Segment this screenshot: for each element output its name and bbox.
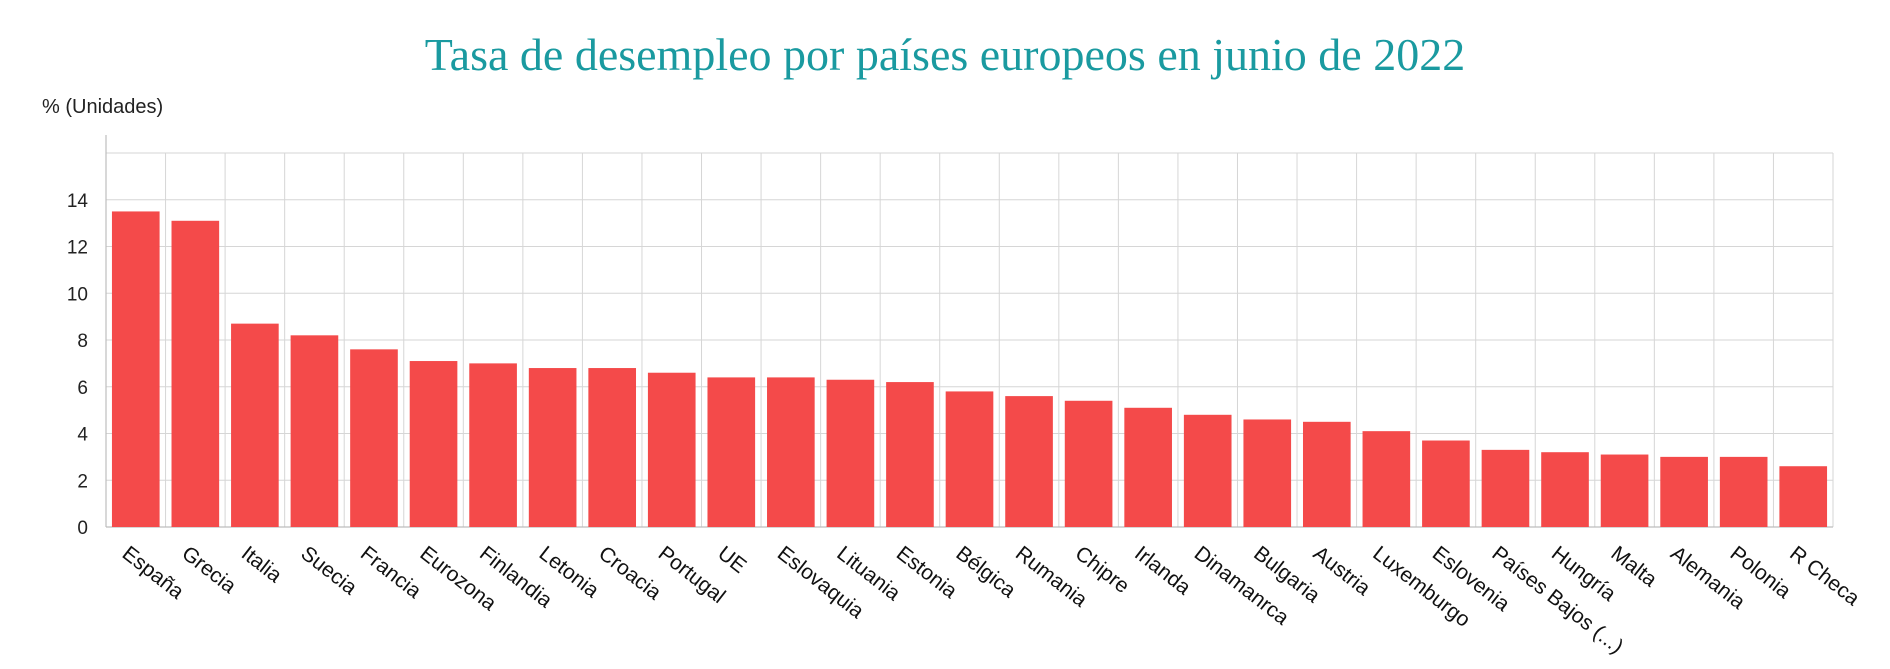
bar (171, 220, 220, 527)
bar (826, 379, 875, 527)
bar (1064, 400, 1113, 527)
bar (290, 335, 339, 527)
bar (1481, 449, 1530, 527)
bar (350, 349, 398, 527)
x-category-label: Bélgica (952, 542, 1021, 603)
chart-title: Tasa de desempleo por países europeos en… (424, 29, 1466, 80)
y-tick-label: 12 (67, 238, 88, 259)
y-tick-label: 10 (67, 284, 88, 305)
bar (886, 382, 934, 527)
bar (409, 361, 458, 527)
y-tick-labels: 0 2 4 6 8 10 12 14 (67, 191, 89, 539)
y-tick-label: 2 (77, 471, 88, 492)
x-category-label: Irlanda (1130, 542, 1195, 600)
bar (111, 211, 160, 527)
bar (767, 377, 815, 527)
bar (1302, 421, 1351, 527)
bar (1719, 456, 1768, 527)
bar (588, 368, 637, 527)
bar (707, 377, 756, 527)
x-category-label: Estonia (892, 542, 962, 603)
bar (945, 391, 994, 527)
bar (1005, 396, 1053, 527)
bar (1243, 419, 1292, 527)
bar (1660, 456, 1708, 527)
bar (1541, 452, 1589, 527)
y-axis-label: % (Unidades) (42, 96, 164, 118)
bar (647, 372, 696, 527)
bar (1183, 414, 1232, 527)
y-tick-label: 4 (77, 425, 88, 446)
x-category-label: R Checa (1785, 542, 1864, 611)
bar (1422, 440, 1470, 527)
bar (231, 323, 279, 527)
y-tick-label: 6 (77, 378, 88, 399)
x-category-label: Italia (237, 542, 286, 588)
x-category-label: Portugal (654, 542, 730, 608)
x-category-label: Suecia (296, 542, 361, 600)
bar (469, 363, 517, 527)
bar (1600, 454, 1649, 527)
y-tick-label: 8 (77, 331, 88, 352)
bars (111, 211, 1828, 527)
y-tick-label: 14 (67, 191, 89, 212)
x-category-label: Grecia (177, 542, 240, 598)
y-tick-label: 0 (77, 518, 88, 539)
x-category-label: Croacia (594, 542, 665, 605)
bar (1362, 431, 1411, 527)
x-category-label: España (118, 542, 189, 604)
bar (1779, 466, 1828, 527)
bar (528, 368, 577, 527)
bar (1124, 407, 1172, 527)
x-category-label: UE (713, 542, 750, 578)
x-category-label: Francia (356, 542, 426, 603)
